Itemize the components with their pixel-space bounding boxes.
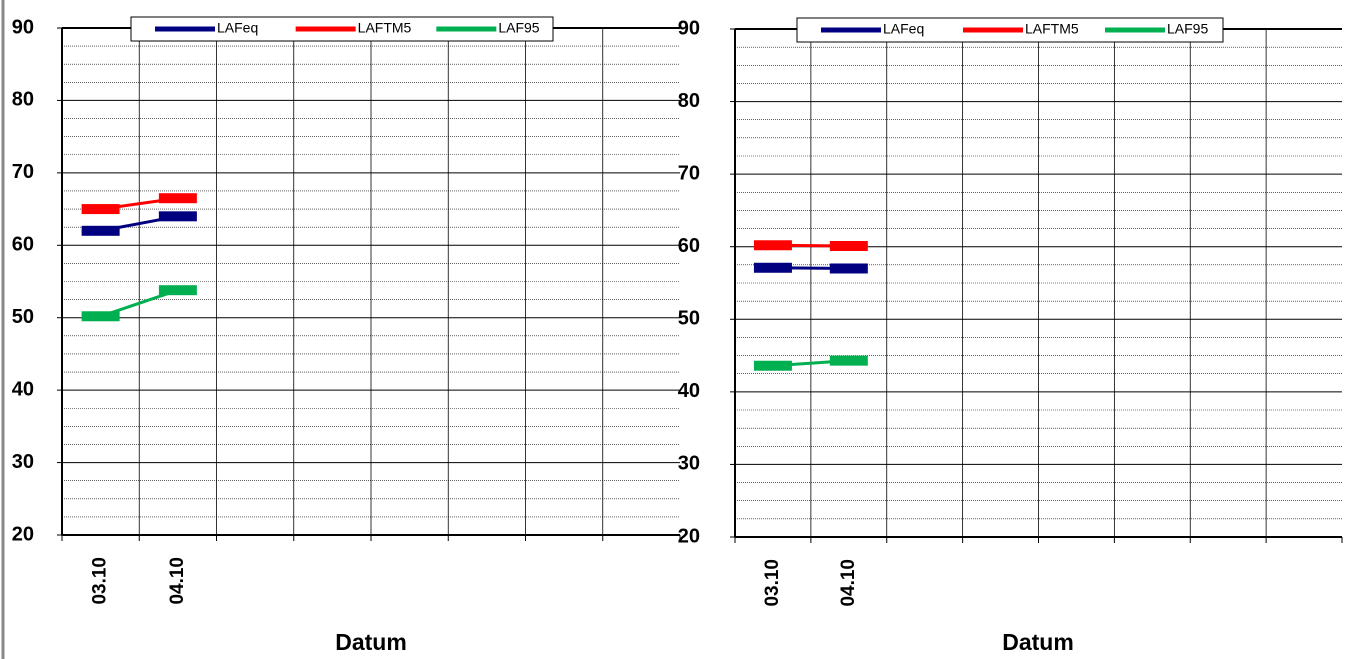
data-point [158, 285, 197, 296]
y-tick-label: 20 [678, 525, 700, 547]
legend-label: LAFTM5 [358, 20, 412, 36]
data-point [81, 225, 120, 236]
data-point [81, 311, 120, 322]
y-tick-label: 70 [12, 161, 34, 183]
data-point [829, 240, 868, 251]
data-point [158, 211, 197, 222]
x-tick-label: 03.10 [90, 557, 111, 605]
y-tick-label: 30 [12, 451, 34, 473]
data-point [753, 360, 792, 371]
data-point [829, 355, 868, 366]
y-tick-label: 90 [12, 16, 34, 38]
y-tick-label: 50 [678, 308, 700, 330]
x-tick-label: 04.10 [167, 557, 188, 605]
data-point [158, 193, 197, 204]
y-tick-label: 80 [12, 89, 34, 111]
y-tick-label: 60 [12, 234, 34, 256]
legend-label: LAFTM5 [1025, 21, 1079, 37]
y-tick-label: 40 [12, 378, 34, 400]
data-point [753, 240, 792, 251]
y-tick-label: 20 [12, 523, 34, 545]
x-tick-label: 04.10 [838, 559, 859, 607]
legend-label: LAF95 [1167, 21, 1208, 37]
y-tick-label: 70 [678, 162, 700, 184]
data-point [829, 263, 868, 274]
y-tick-label: 40 [678, 380, 700, 402]
y-tick-label: 90 [678, 17, 700, 39]
legend-label: LAF95 [498, 20, 539, 36]
x-tick-label: 03.10 [762, 559, 783, 607]
data-point [753, 262, 792, 273]
x-axis-label: Datum [335, 629, 407, 655]
y-tick-label: 50 [12, 306, 34, 328]
legend-label: LAFeq [883, 21, 924, 37]
x-axis-label: Datum [1002, 629, 1074, 655]
legend-label: LAFeq [217, 20, 258, 36]
y-tick-label: 80 [678, 90, 700, 112]
data-point [81, 204, 120, 215]
y-tick-label: 60 [678, 235, 700, 257]
y-tick-label: 30 [678, 453, 700, 475]
